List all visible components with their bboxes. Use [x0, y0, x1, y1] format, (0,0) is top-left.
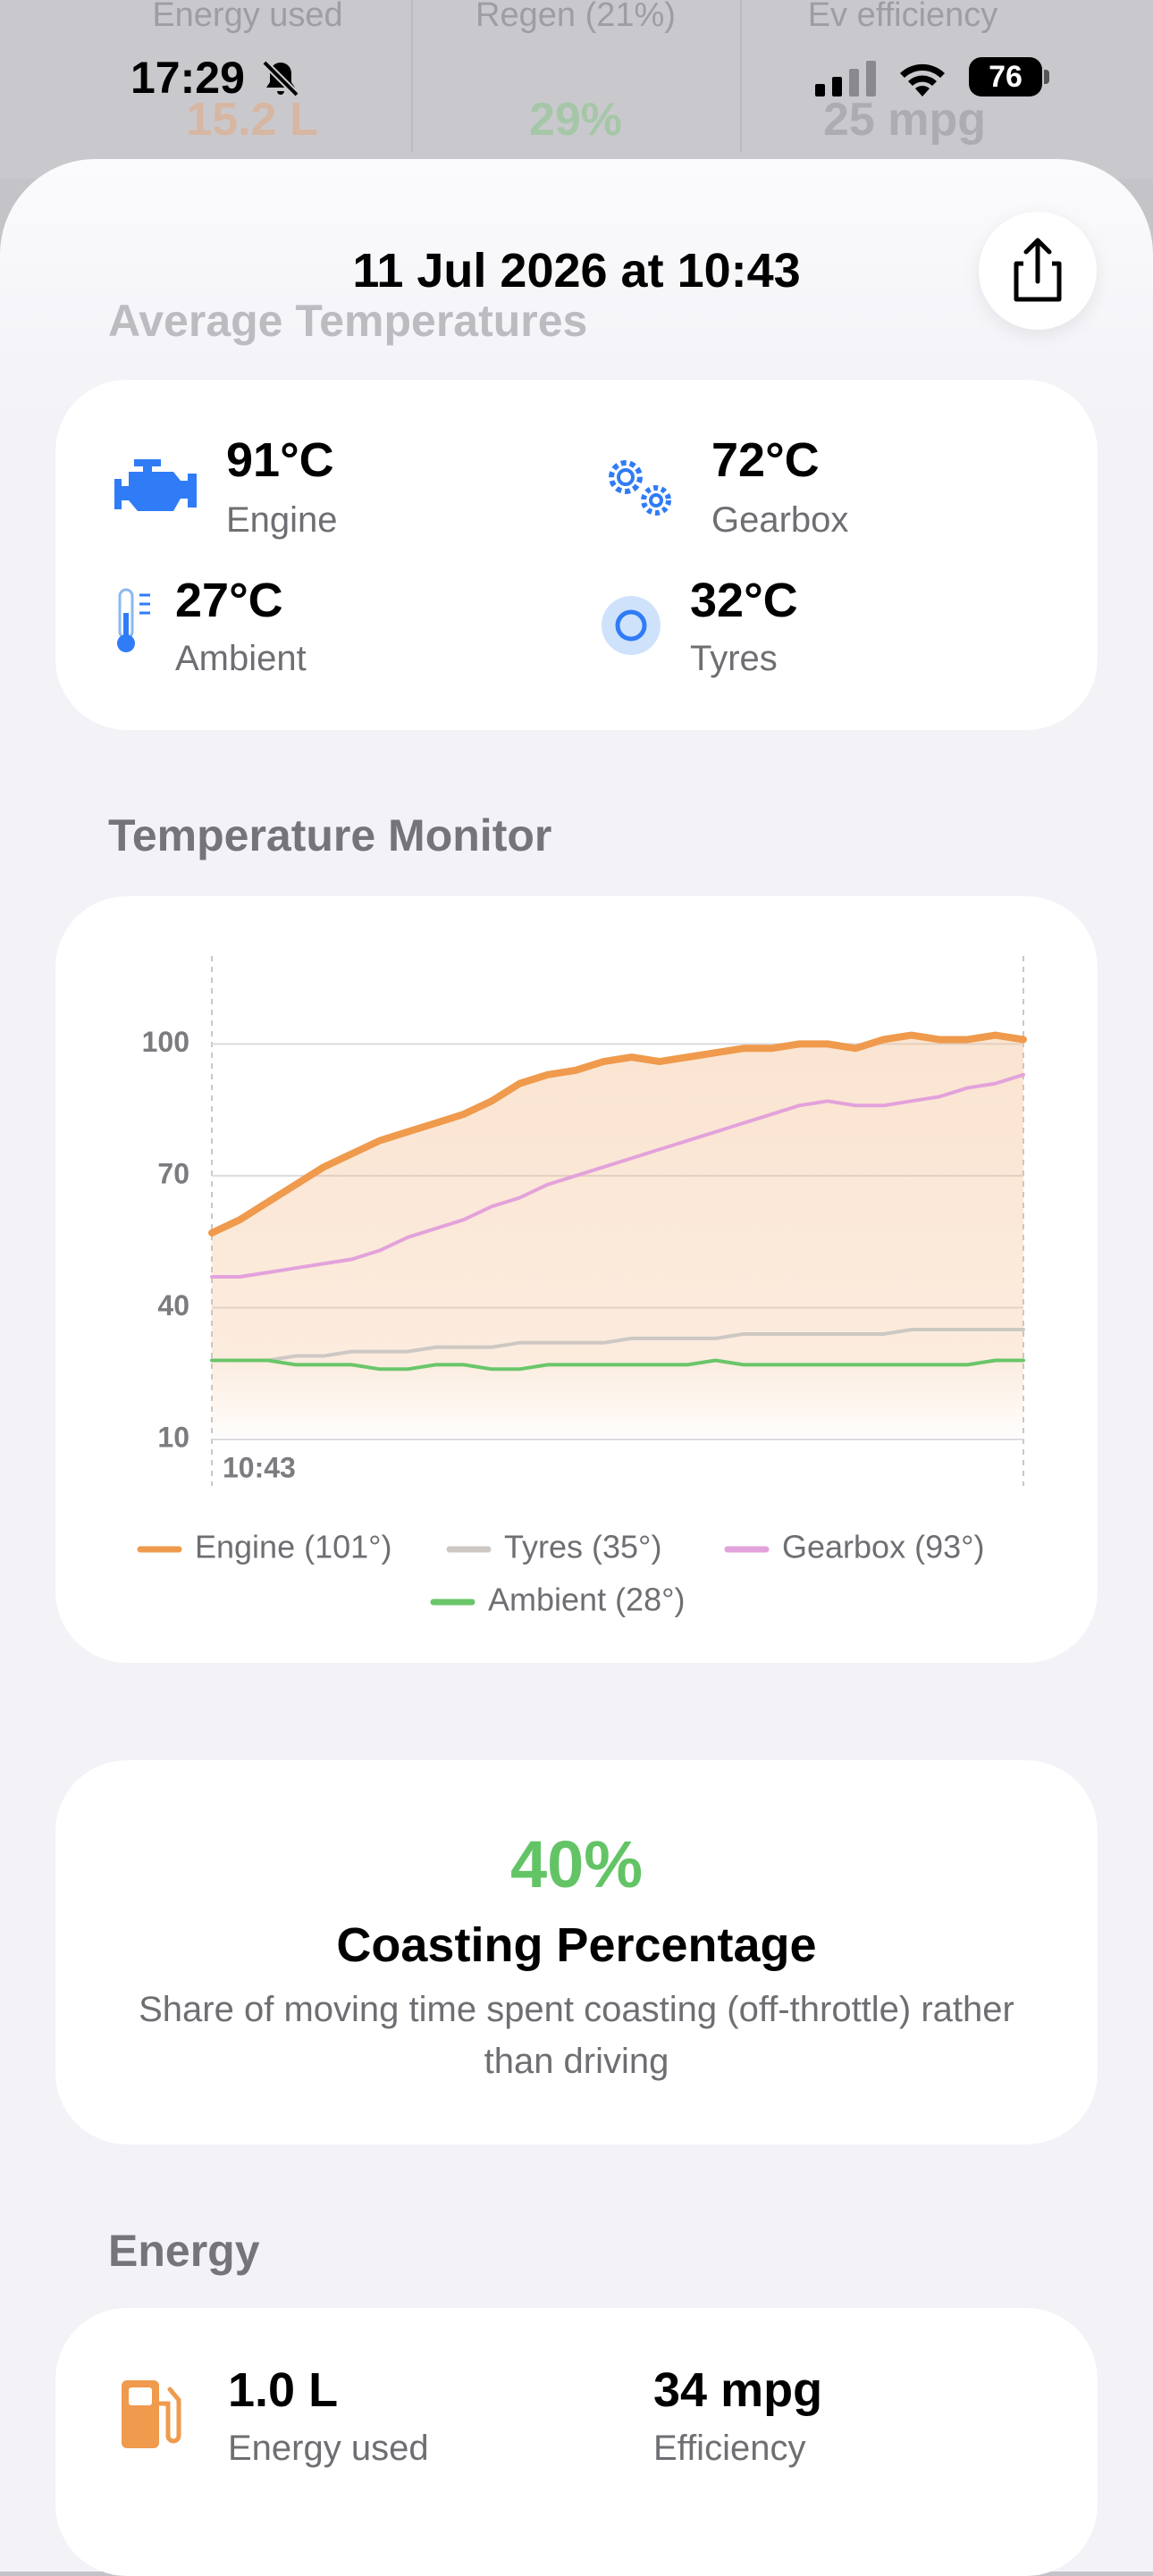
- wifi-icon: [900, 63, 945, 96]
- fuel-icon: [122, 2380, 181, 2448]
- bg-label: Regen (21%): [476, 0, 676, 34]
- divider: [740, 0, 742, 152]
- legend-label: Ambient (28°): [488, 1582, 685, 1618]
- silent-icon: [262, 60, 299, 97]
- bg-value: 25 mpg: [822, 94, 987, 146]
- thermometer-icon: [117, 588, 150, 652]
- divider: [411, 0, 413, 152]
- energy-card: [55, 2308, 1098, 2576]
- temp-label: Tyres: [690, 639, 778, 678]
- temp-value: 91°C: [226, 433, 334, 487]
- coasting-card: [55, 1760, 1098, 2144]
- temp-label: Ambient: [175, 639, 307, 678]
- series-line: [210, 1358, 1025, 1372]
- coasting-value: 40%: [509, 1827, 644, 1901]
- legend-label: Tyres (35°): [504, 1529, 661, 1565]
- temp-label: Gearbox: [711, 500, 849, 540]
- temp-value: 32°C: [690, 574, 798, 627]
- share-icon: [1014, 238, 1062, 302]
- section-title: Average Temperatures: [108, 296, 588, 346]
- series-line: [208, 1031, 1027, 1237]
- y-tick-label: 100: [142, 1026, 189, 1058]
- share-button[interactable]: [979, 212, 1097, 330]
- y-tick-label: 40: [157, 1289, 189, 1322]
- gearbox-icon: [609, 460, 671, 516]
- legend-label: Engine (101°): [195, 1529, 392, 1565]
- battery-cap: [1044, 70, 1049, 84]
- temp-value: 27°C: [175, 574, 283, 627]
- y-tick-label: 70: [157, 1157, 189, 1189]
- engine-icon: [114, 459, 197, 511]
- temp-value: 72°C: [711, 433, 820, 487]
- tyre-icon: [602, 596, 661, 655]
- bg-value: 29%: [528, 94, 623, 146]
- section-title: Energy: [108, 2226, 260, 2276]
- legend-label: Gearbox (93°): [782, 1529, 985, 1565]
- bg-value: 15.2 L: [186, 94, 318, 146]
- chart-card: 10 40 70 100 10:43 Engine (101°) Tyres (35°) Ge…: [55, 896, 1098, 1663]
- section-title: Temperature Monitor: [108, 810, 552, 860]
- temp-label: Engine: [226, 500, 338, 540]
- series-line: [210, 1072, 1025, 1280]
- bg-label: Energy used: [152, 0, 343, 34]
- chart: 10 40 70 100 10:43 Engine (101°) Tyres (35°) Ge…: [137, 956, 1027, 1618]
- y-tick-label: 10: [157, 1421, 189, 1453]
- battery: 76: [969, 57, 1042, 96]
- x-tick-label: 10:43: [223, 1451, 296, 1483]
- temperatures-card: [55, 380, 1098, 730]
- sheet-title: 11 Jul 2026 at 10:43: [352, 244, 801, 298]
- energy-value: 34 mpg: [653, 2363, 823, 2417]
- status-time: 17:29: [130, 53, 245, 103]
- bg-label: Ev efficiency: [807, 0, 998, 34]
- area: [212, 1035, 1023, 1439]
- energy-value: 1.0 L: [228, 2363, 339, 2417]
- energy-label: Energy used: [228, 2429, 429, 2468]
- underlying-page: Energy used Regen (21%) Ev efficiency 15…: [0, 0, 1153, 179]
- energy-label: Efficiency: [653, 2429, 806, 2468]
- coasting-description: Share of moving time spent coasting (off…: [139, 1990, 1014, 2081]
- signal-icon: [815, 61, 876, 96]
- coasting-title: Coasting Percentage: [336, 1918, 817, 1972]
- series-line: [210, 1328, 1025, 1363]
